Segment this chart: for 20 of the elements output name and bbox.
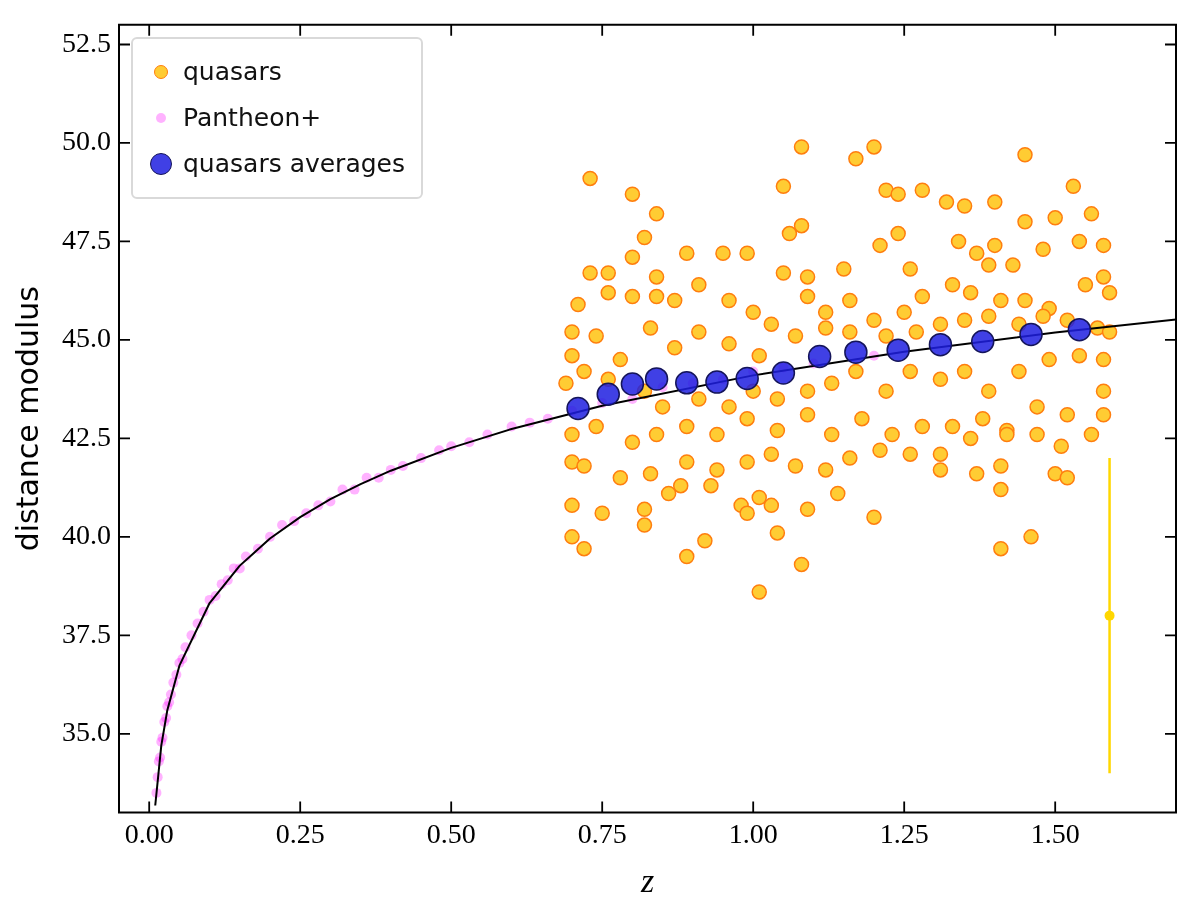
y-tick-label: 42.5 [62,420,111,452]
x-tick-label: 1.00 [728,817,778,849]
x-tick-label: 1.50 [1030,817,1080,849]
y-tick-label: 37.5 [62,617,111,649]
x-axis-title: z [639,861,655,899]
legend-label: quasars averages [183,149,405,179]
y-axis-title: distance modulus [9,286,45,552]
x-tick-label: 0.00 [124,817,174,849]
legend-label: quasars [183,57,282,87]
y-tick-label: 52.5 [62,26,111,58]
x-tick-label: 0.75 [577,817,627,849]
y-tick-label: 50.0 [62,125,111,157]
legend-label: Pantheon+ [183,103,322,133]
x-tick-label: 1.25 [879,817,929,849]
y-tick-label: 35.0 [62,716,111,748]
y-tick-label: 47.5 [62,223,111,255]
y-tick-label: 40.0 [62,519,111,551]
y-tick-label: 45.0 [62,322,111,354]
x-tick-label: 0.50 [426,817,476,849]
x-tick-label: 0.25 [275,817,325,849]
